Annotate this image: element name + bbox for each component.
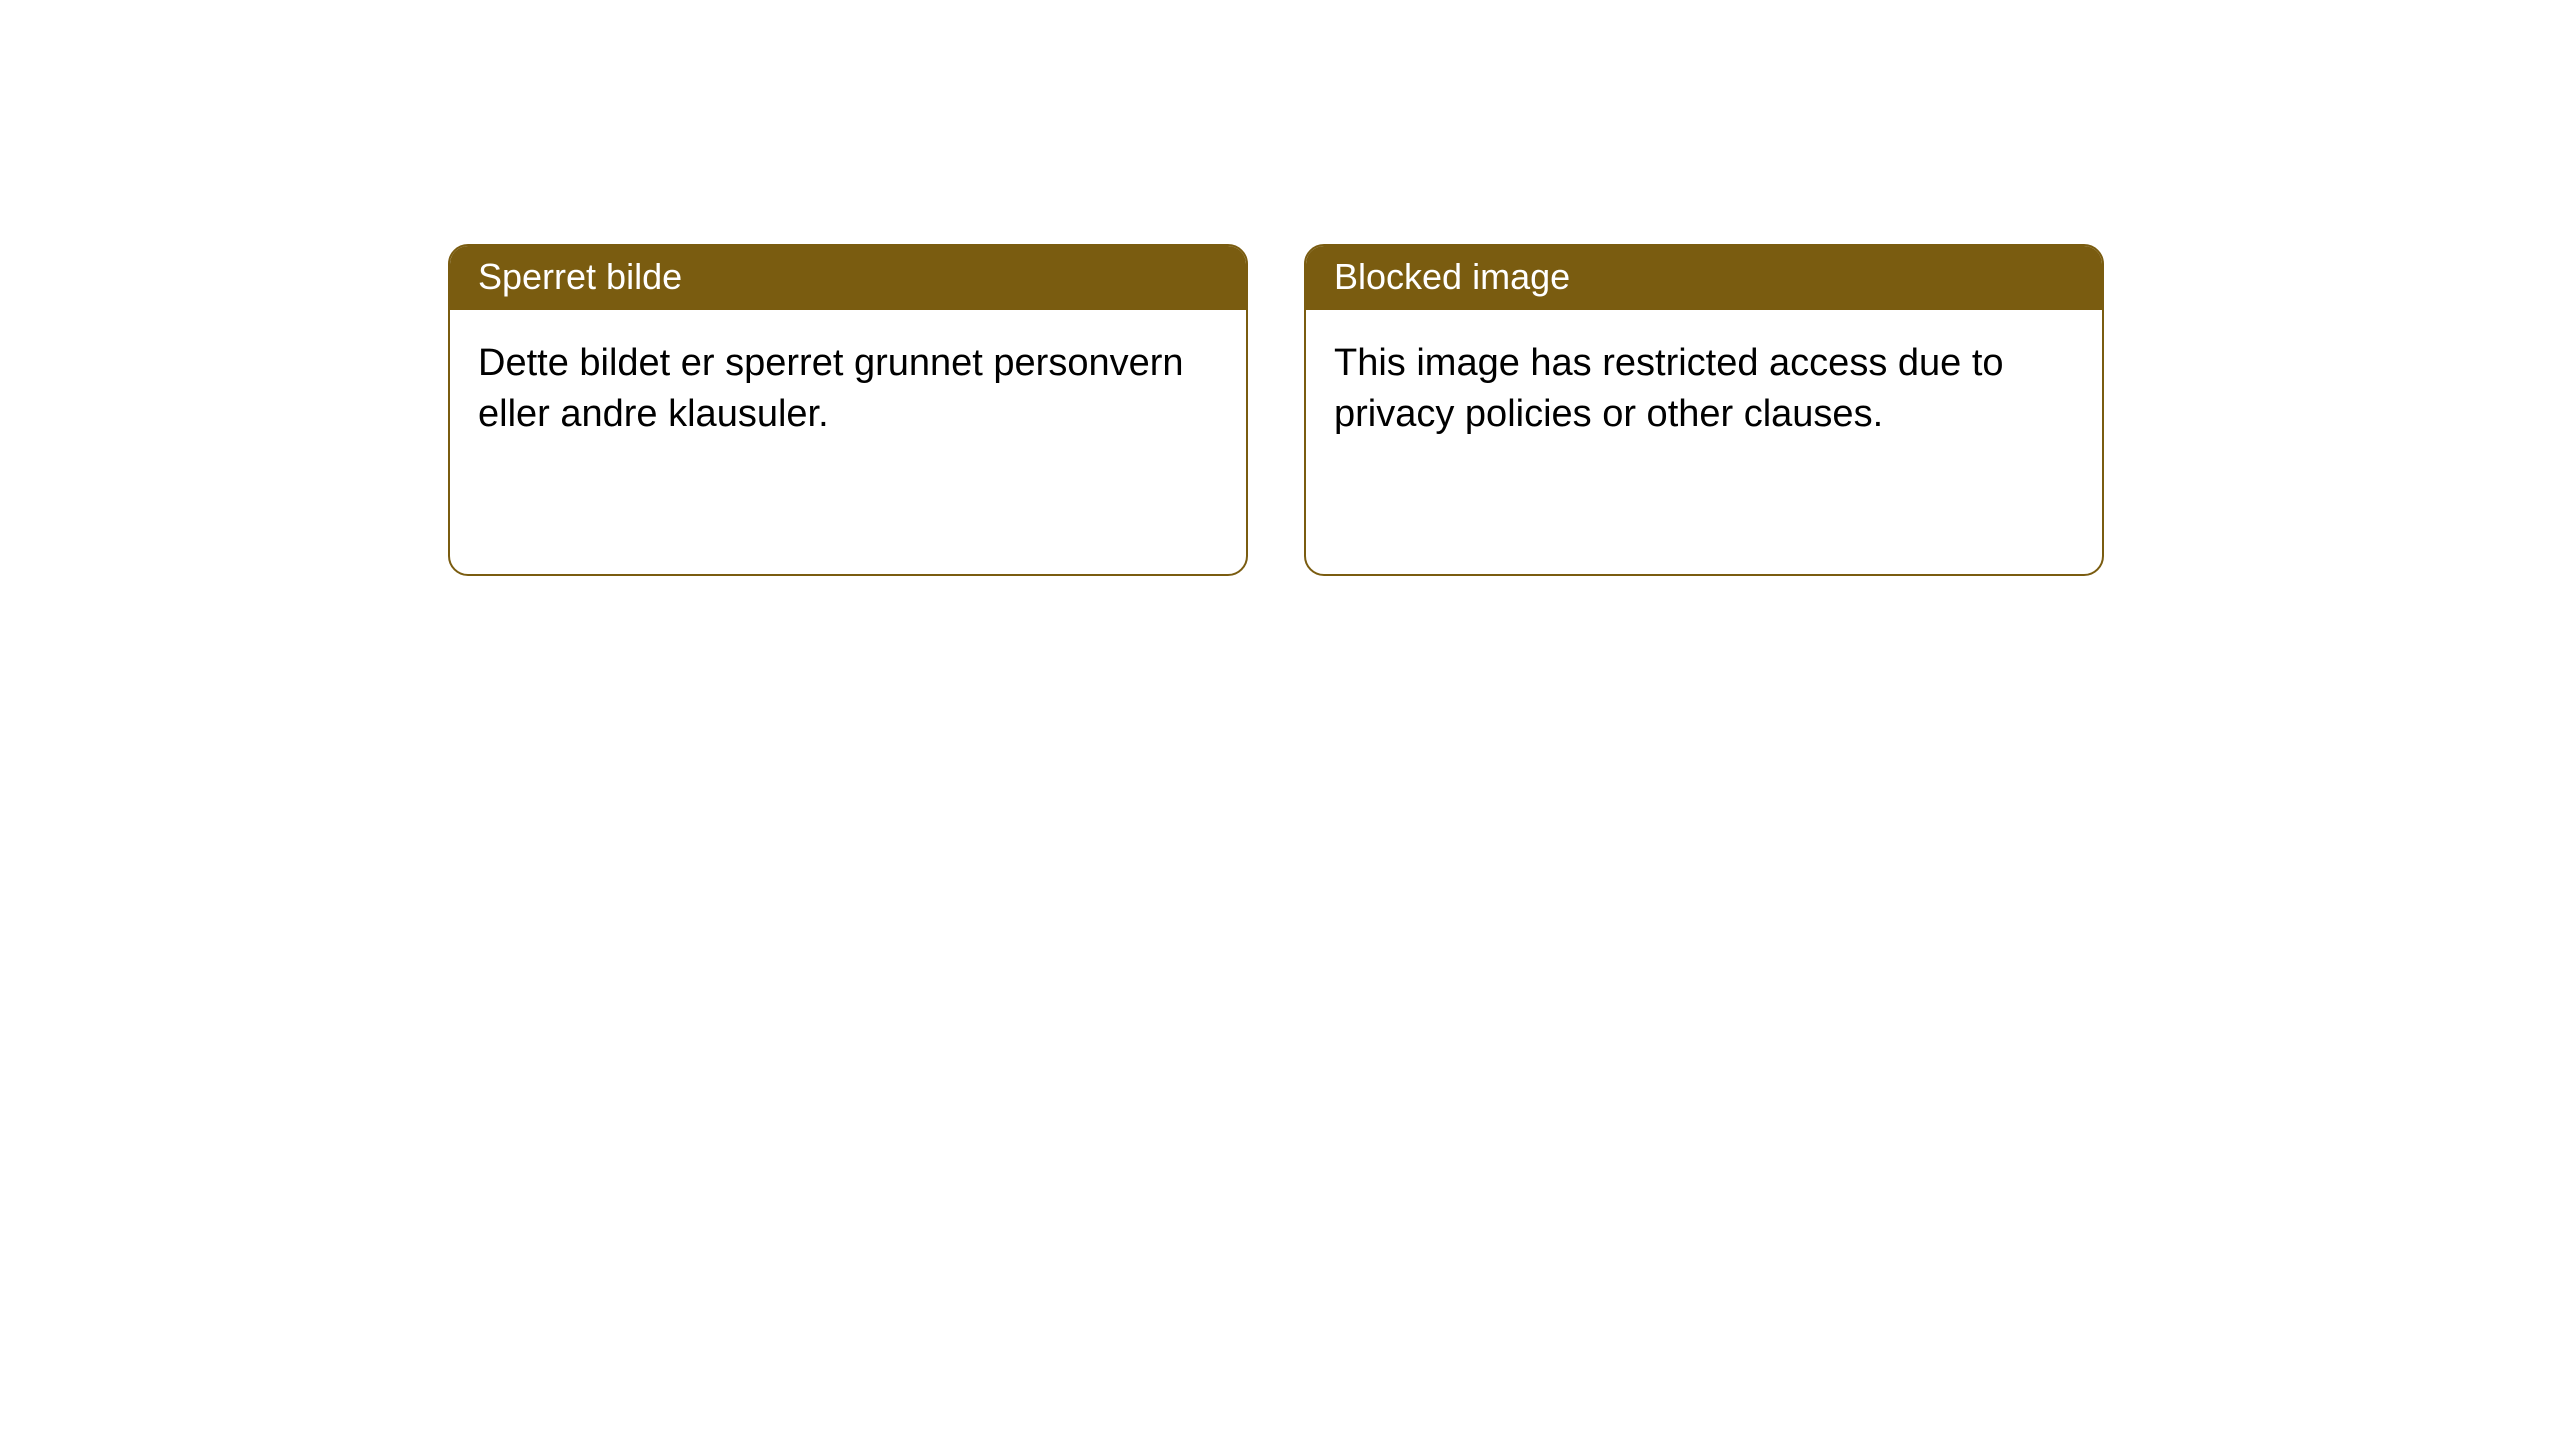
card-header: Blocked image bbox=[1306, 246, 2102, 310]
notice-card-english: Blocked image This image has restricted … bbox=[1304, 244, 2104, 576]
card-body: Dette bildet er sperret grunnet personve… bbox=[450, 310, 1246, 574]
card-body: This image has restricted access due to … bbox=[1306, 310, 2102, 574]
notice-container: Sperret bilde Dette bildet er sperret gr… bbox=[0, 0, 2560, 576]
card-header: Sperret bilde bbox=[450, 246, 1246, 310]
notice-card-norwegian: Sperret bilde Dette bildet er sperret gr… bbox=[448, 244, 1248, 576]
